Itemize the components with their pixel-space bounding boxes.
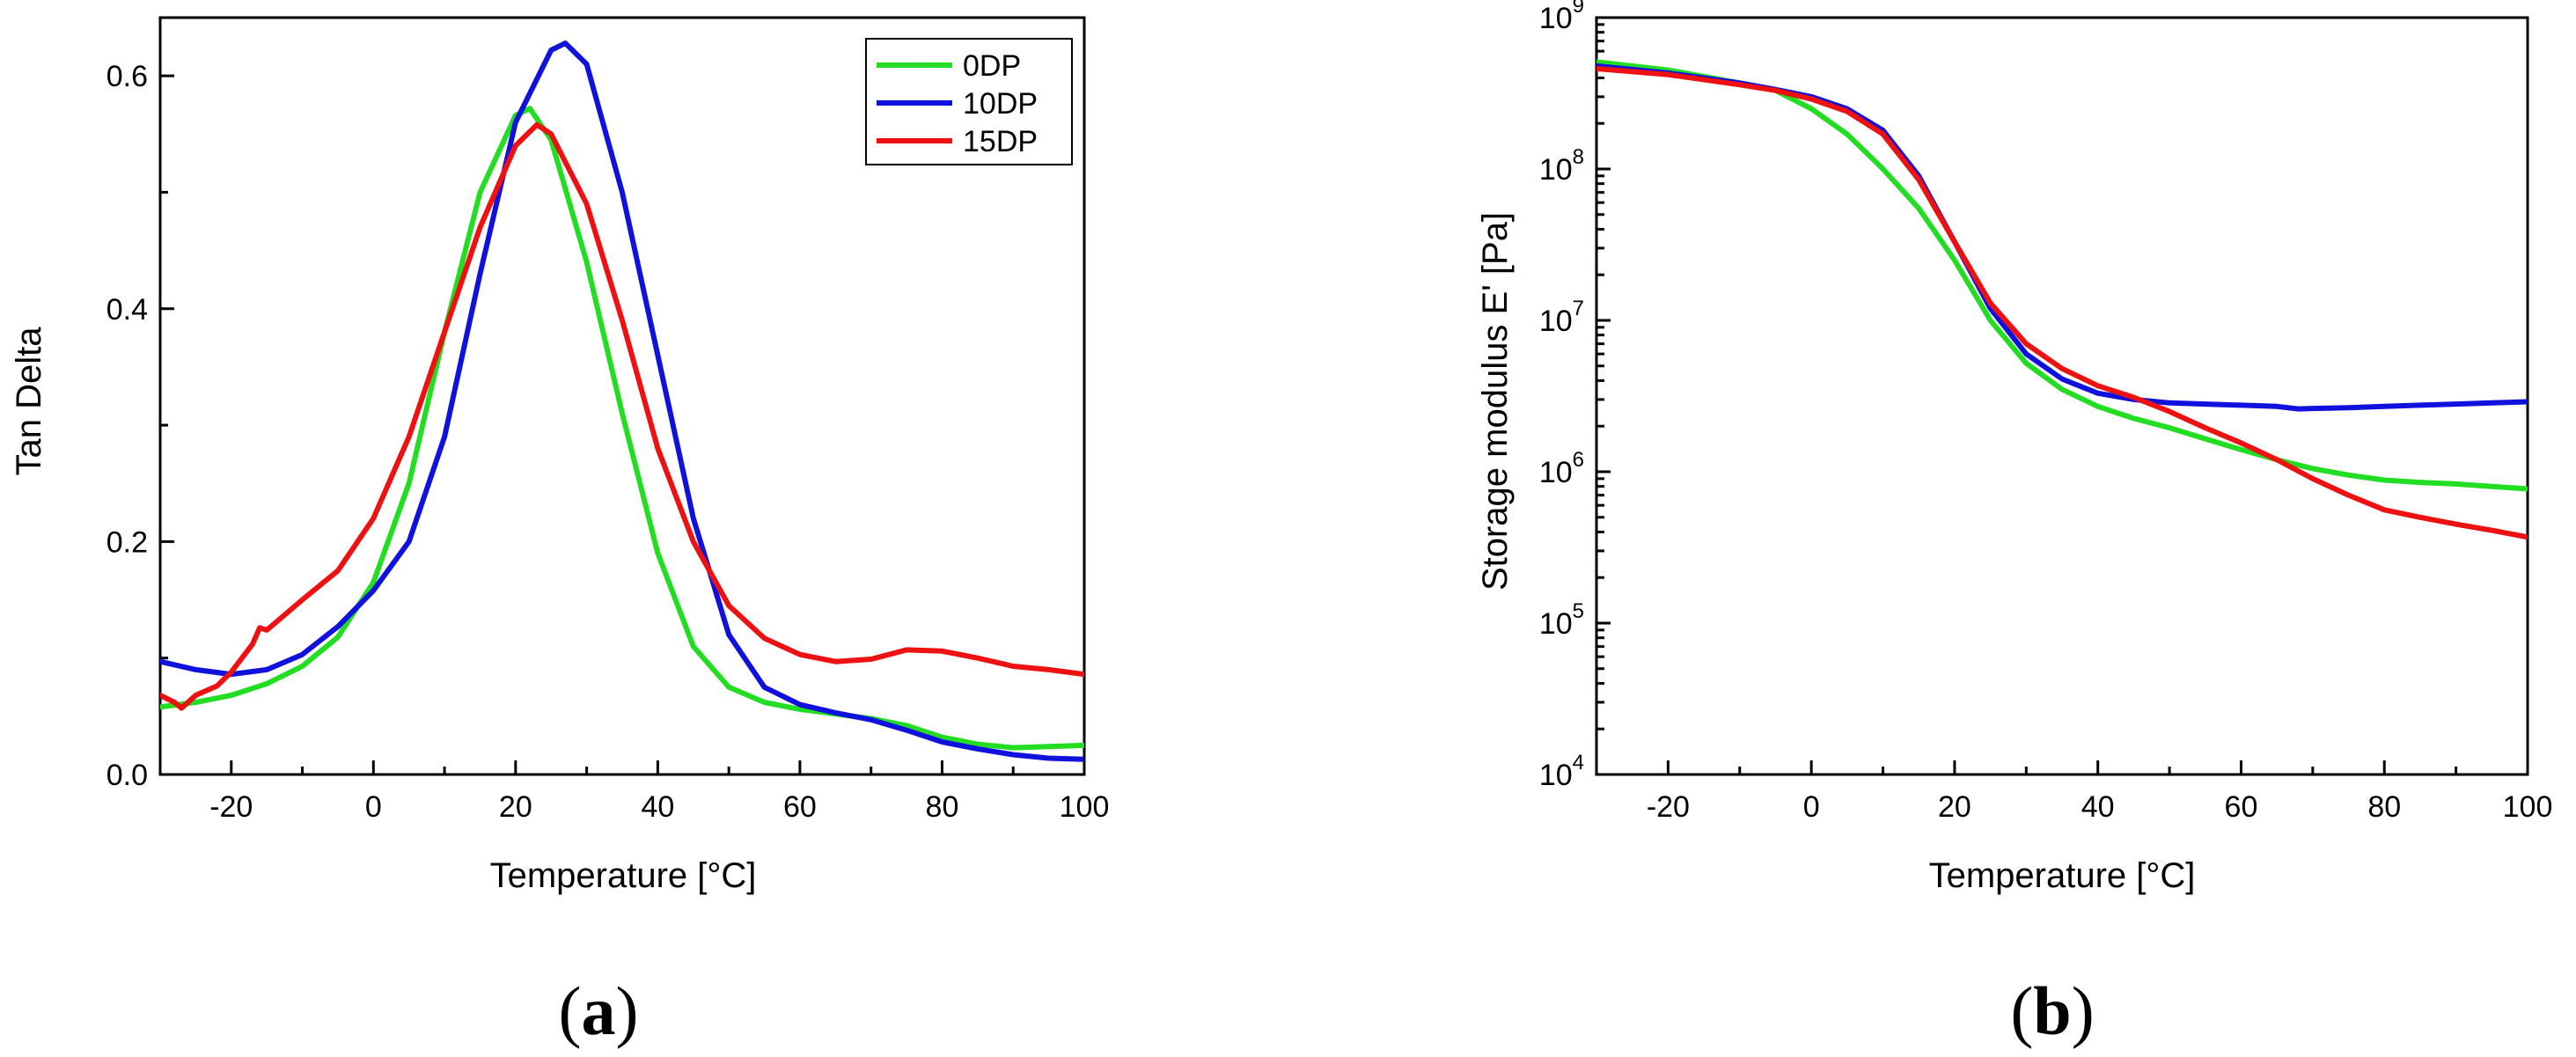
chart-a-series-0dp [160,106,1084,751]
chart-b-ylabel: Storage modulus E' [Pa] [1476,212,1515,591]
chart-a-xtick-label: 60 [783,790,817,824]
chart-b-series-15dp [1596,66,2528,540]
chart-b-series-0dp [1596,59,2528,492]
chart-b-xtick-label: 80 [2367,790,2401,824]
chart-a-xlabel: Temperature [°C] [490,856,757,895]
chart-b-xlabel: Temperature [°C] [1929,856,2196,895]
chart-b-xtick-label: -20 [1647,790,1690,824]
chart-b-series-10dp [1596,62,2528,412]
chart-b-ytick-label: 105 [1539,599,1584,641]
chart-b-plot-area: -20 0 20 40 60 80 100 104 105 106 107 108 109 [1539,0,2553,824]
chart-a-ytick-label: 0.2 [106,525,148,559]
chart-a-xtick-label: 80 [926,790,959,824]
chart-a-legend-label: 10DP [963,87,1038,121]
chart-b-ytick-label: 104 [1539,751,1584,792]
chart-a-xtick-label: 100 [1060,790,1110,824]
chart-a-plot-area: -20 0 20 40 60 80 100 0.0 0.2 0.4 0.6 0DP 10DP 15DP [106,16,1110,824]
chart-a-ytick-label: 0.4 [106,293,148,327]
chart-b-xtick-label: 20 [1938,790,1971,824]
chart-a-ytick-label: 0.6 [106,60,148,93]
chart-a-series-15dp [160,121,1084,711]
chart-b-ytick-label: 108 [1539,145,1584,187]
chart-a-panel-label: (a) [559,973,639,1049]
chart-a-xtick-label: 40 [641,790,674,824]
chart-a-xtick-label: -20 [209,790,253,824]
chart-b-xtick-label: 60 [2225,790,2258,824]
chart-b-panel-label: (b) [2010,973,2094,1049]
chart-a: -20 0 20 40 60 80 100 0.0 0.2 0.4 0.6 0DP 10DP 15DP T… [10,16,1110,1049]
chart-a-series-10dp [160,40,1084,762]
chart-b-xtick-label: 100 [2503,790,2553,824]
chart-b-ytick-label: 107 [1539,297,1584,338]
chart-b-ytick-label: 106 [1539,448,1584,489]
chart-b-xtick-label: 40 [2081,790,2115,824]
chart-a-legend-label: 0DP [963,49,1021,83]
chart-a-legend-label: 15DP [963,125,1038,158]
chart-b-ytick-label: 109 [1539,0,1584,35]
chart-b: -20 0 20 40 60 80 100 104 105 106 107 108 109 Temper… [1476,0,2552,1049]
chart-a-xtick-label: 0 [365,790,382,824]
chart-a-xtick-label: 20 [499,790,532,824]
chart-a-ytick-label: 0.0 [106,759,148,792]
chart-b-xtick-label: 0 [1803,790,1820,824]
chart-a-frame [158,16,1086,776]
chart-b-frame [1595,16,2529,776]
chart-a-ylabel: Tan Delta [10,327,48,476]
